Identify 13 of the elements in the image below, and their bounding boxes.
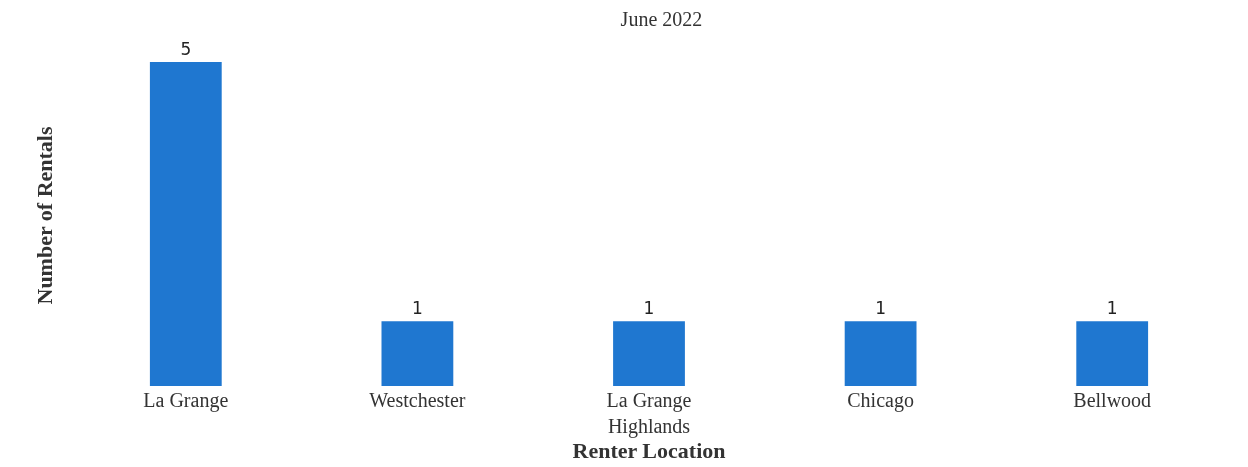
data-label: 1 — [875, 298, 887, 319]
x-tick-label: La Grange Highlands — [606, 389, 692, 438]
x-axis-title: Renter Location — [572, 438, 726, 463]
data-label: 1 — [643, 298, 655, 319]
x-tick-label: Westchester — [369, 389, 466, 411]
data-label: 1 — [411, 298, 423, 319]
data-label: 5 — [180, 39, 192, 60]
data-label: 1 — [1106, 298, 1118, 319]
y-axis-title: Number of Rentals — [31, 126, 57, 305]
x-tick-label: Bellwood — [1073, 389, 1152, 411]
chart-title: June 2022 — [620, 7, 703, 30]
x-tick-label: Chicago — [847, 389, 914, 412]
x-tick-label: La Grange — [143, 389, 229, 412]
